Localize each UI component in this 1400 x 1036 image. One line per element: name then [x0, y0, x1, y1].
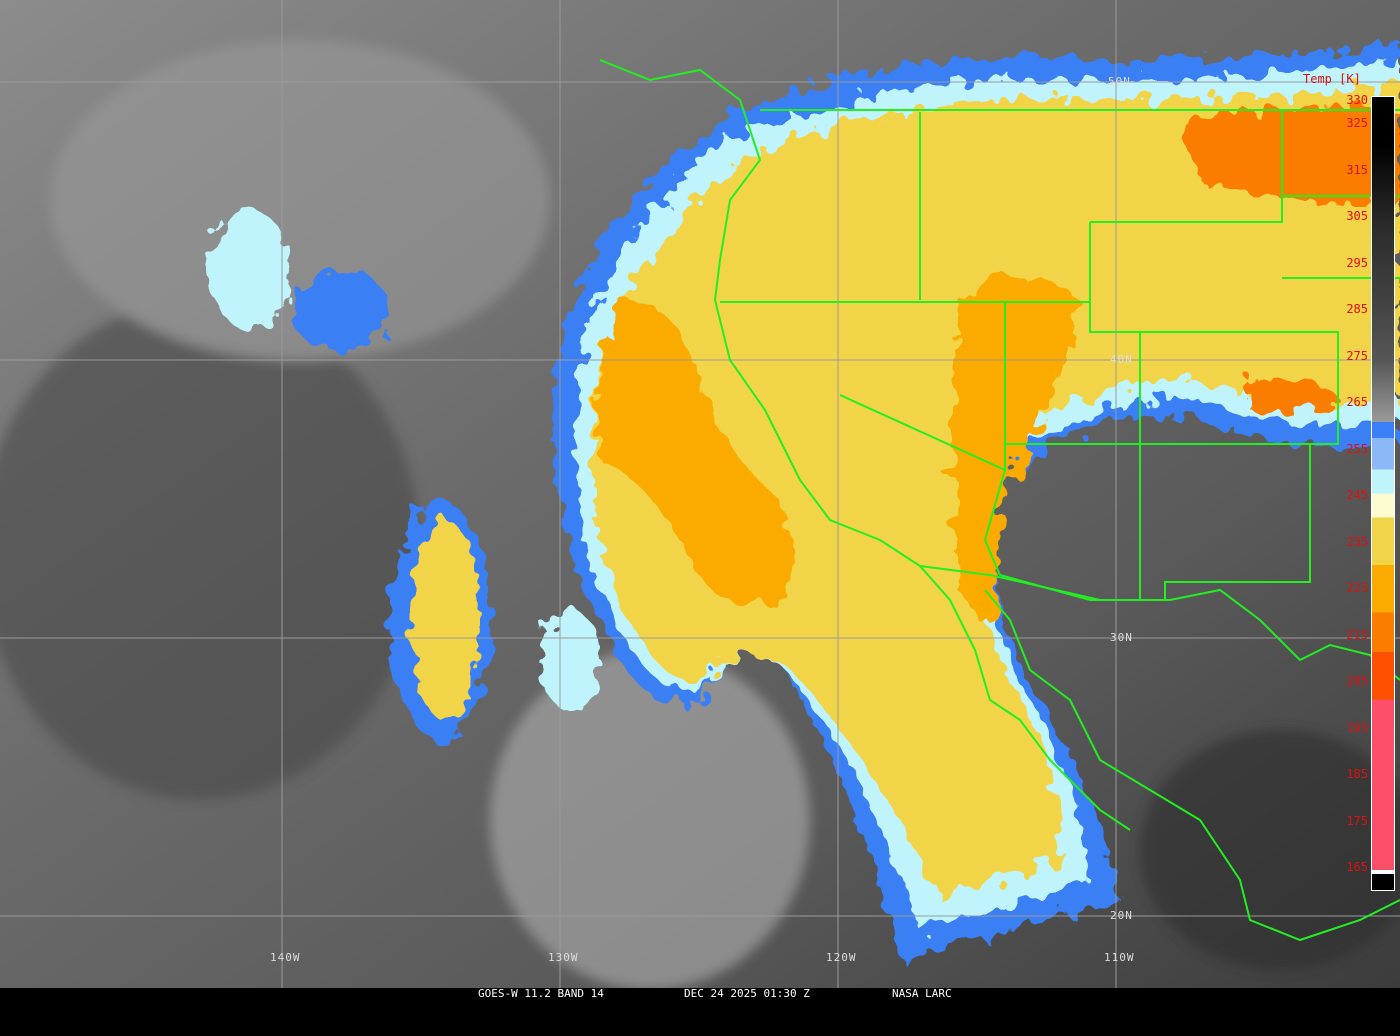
lat-label-20n: 20N — [1110, 909, 1133, 922]
caption-credit: NASA LARC — [892, 987, 952, 1000]
colorbar-label: 165 — [1346, 860, 1368, 875]
us-west-coastline — [599, 59, 921, 567]
lon-label-120w: 120W — [826, 951, 857, 964]
arizona-border — [983, 444, 1141, 601]
colorbar-title: Temp [K] — [1303, 72, 1361, 86]
colorbar-label: 315 — [1346, 162, 1368, 177]
colorbar-label: 245 — [1346, 488, 1368, 503]
lon-label-110w: 110W — [1104, 951, 1135, 964]
lat-lon-grid — [0, 0, 1400, 988]
political-boundaries — [599, 59, 1400, 942]
colorbar-label: 185 — [1346, 767, 1368, 782]
image-caption: GOES-W 11.2 BAND 14 DEC 24 2025 01:30 Z … — [0, 988, 1400, 1000]
lat-label-40n: 40N — [1110, 353, 1133, 366]
colorbar-label: 195 — [1346, 720, 1368, 735]
satellite-ir-image — [0, 0, 1400, 988]
baja-coastline — [919, 565, 1131, 831]
lon-label-140w: 140W — [270, 951, 301, 964]
cloud-texture — [0, 40, 1400, 988]
colorbar-label: 295 — [1346, 255, 1368, 270]
caption-satellite: GOES-W 11.2 BAND 14 — [478, 987, 604, 1000]
colorbar-label: 265 — [1346, 395, 1368, 410]
mexico-mainland-coast — [984, 589, 1400, 942]
lat-label-30n: 30N — [1110, 631, 1133, 644]
colorbar-label: 215 — [1346, 627, 1368, 642]
lon-label-130w: 130W — [548, 951, 579, 964]
colorbar-label: 325 — [1346, 116, 1368, 131]
colorbar-label: 285 — [1346, 302, 1368, 317]
wyoming-border — [1090, 110, 1283, 223]
caption-datetime: DEC 24 2025 01:30 Z — [684, 987, 810, 1000]
colorbar-label: 225 — [1346, 581, 1368, 596]
lat-label-50n: 50N — [1108, 75, 1131, 88]
utah-border — [1089, 222, 1141, 444]
colorbar-label: 175 — [1346, 813, 1368, 828]
colorbar-label: 205 — [1346, 674, 1368, 689]
colorbar-label: 275 — [1346, 348, 1368, 363]
colorado-border — [1005, 331, 1339, 445]
temperature-colorbar — [1371, 96, 1395, 891]
colorbar-label: 255 — [1346, 441, 1368, 456]
cold-cloud-tops — [210, 40, 1400, 960]
colorbar-label: 305 — [1346, 209, 1368, 224]
new-mexico-border — [1140, 444, 1311, 601]
colorbar-label: 235 — [1346, 534, 1368, 549]
colorbar-label: 330 — [1346, 93, 1368, 107]
